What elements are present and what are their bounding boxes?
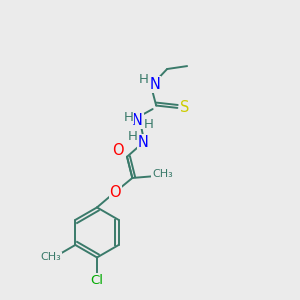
Text: CH₃: CH₃ — [40, 252, 61, 262]
Text: H: H — [128, 130, 138, 143]
Text: H: H — [139, 73, 148, 86]
Text: N: N — [149, 77, 160, 92]
Text: H: H — [144, 118, 154, 131]
Text: S: S — [180, 100, 189, 116]
Text: O: O — [112, 143, 123, 158]
Text: CH₃: CH₃ — [152, 169, 173, 179]
Text: H: H — [124, 111, 134, 124]
Text: N: N — [132, 113, 143, 128]
Text: N: N — [138, 134, 149, 149]
Text: O: O — [110, 184, 121, 200]
Text: Cl: Cl — [91, 274, 103, 286]
